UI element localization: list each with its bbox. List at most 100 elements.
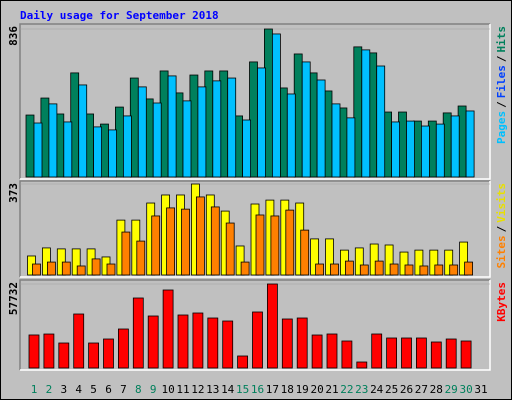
bar <box>384 244 394 276</box>
bar <box>167 75 177 178</box>
bar <box>430 341 442 369</box>
legend-entry: KBytes <box>495 282 508 322</box>
bar <box>197 86 207 178</box>
bar <box>315 263 325 276</box>
bar <box>257 67 266 178</box>
bar <box>450 115 460 178</box>
bar <box>106 263 116 276</box>
bar <box>73 313 85 369</box>
bar <box>391 121 401 178</box>
bar <box>237 355 249 369</box>
bar <box>58 342 70 369</box>
x-tick-label: 16 <box>251 383 264 396</box>
chart-title: Daily usage for September 2018 <box>20 9 219 22</box>
bar <box>207 317 219 369</box>
bar <box>136 240 146 276</box>
bar <box>152 102 162 178</box>
bar <box>401 337 412 369</box>
x-tick-label: 20 <box>310 383 323 396</box>
bar <box>192 312 204 369</box>
x-tick-label: 31 <box>474 383 487 396</box>
x-tick-label: 18 <box>281 383 294 396</box>
bar <box>212 80 222 178</box>
bar <box>434 264 444 276</box>
x-tick-label: 29 <box>445 383 458 396</box>
panel-bevel <box>19 180 490 277</box>
bar <box>271 33 281 178</box>
bar <box>103 338 114 369</box>
panel-bevel <box>20 280 491 371</box>
bar <box>227 77 237 178</box>
x-tick-label: 5 <box>90 383 97 396</box>
y-tick-label: 836 <box>7 26 20 46</box>
bar <box>311 334 323 369</box>
legend-entry: Hits <box>495 26 508 53</box>
bar <box>181 208 190 276</box>
panel-bevel <box>19 23 490 179</box>
bar <box>296 317 308 369</box>
bar <box>359 264 369 276</box>
x-tick-label: 10 <box>161 383 174 396</box>
bar <box>286 93 296 178</box>
legend-entry: Sites <box>495 235 508 268</box>
x-tick-label: 26 <box>400 383 413 396</box>
bar <box>399 251 409 276</box>
legend-entry: Visits <box>495 183 508 223</box>
bar <box>406 120 415 178</box>
bar <box>71 248 81 276</box>
x-tick-label: 7 <box>120 383 127 396</box>
bar <box>415 337 427 369</box>
panel-bevel <box>19 279 490 370</box>
bar <box>325 238 334 276</box>
bar <box>374 260 384 276</box>
bar <box>47 261 56 276</box>
bar <box>414 249 424 276</box>
bar <box>240 261 250 276</box>
bar <box>48 103 58 178</box>
bar <box>78 84 88 178</box>
legend: Sites / Visits <box>495 183 508 269</box>
bar <box>341 340 353 369</box>
bar <box>123 115 132 178</box>
x-tick-label: 4 <box>75 383 82 396</box>
bar <box>285 209 295 276</box>
bar <box>32 263 41 276</box>
bar <box>42 247 51 276</box>
bar <box>121 231 131 276</box>
bar <box>252 311 263 369</box>
panel-bevel <box>20 181 491 278</box>
bar <box>281 318 293 369</box>
x-tick-label: 21 <box>325 383 338 396</box>
legend-entry: Pages <box>495 111 508 144</box>
bar <box>449 264 459 276</box>
bar <box>460 340 472 369</box>
x-tick-label: 6 <box>105 383 112 396</box>
bar <box>25 114 35 178</box>
bar <box>266 283 278 369</box>
bar <box>255 214 265 276</box>
bar <box>464 261 474 276</box>
bar <box>108 129 117 178</box>
bar <box>242 119 252 178</box>
bar <box>88 342 99 369</box>
bar <box>420 125 430 178</box>
bar <box>225 222 235 276</box>
bar <box>419 265 429 276</box>
bar <box>61 261 71 276</box>
bar <box>361 49 371 178</box>
bar <box>147 315 159 369</box>
x-tick-label: 15 <box>236 383 249 396</box>
bar <box>346 117 356 178</box>
x-tick-label: 1 <box>31 383 38 396</box>
legend-entry: Files <box>495 65 508 98</box>
x-tick-label: 13 <box>206 383 219 396</box>
x-tick-label: 17 <box>266 383 279 396</box>
bar <box>210 206 220 276</box>
bar <box>166 207 176 276</box>
x-tick-label: 2 <box>46 383 53 396</box>
x-tick-label: 23 <box>355 383 368 396</box>
bar <box>195 196 205 276</box>
x-tick-label: 19 <box>296 383 309 396</box>
bar <box>33 122 43 178</box>
x-tick-label: 24 <box>370 383 384 396</box>
